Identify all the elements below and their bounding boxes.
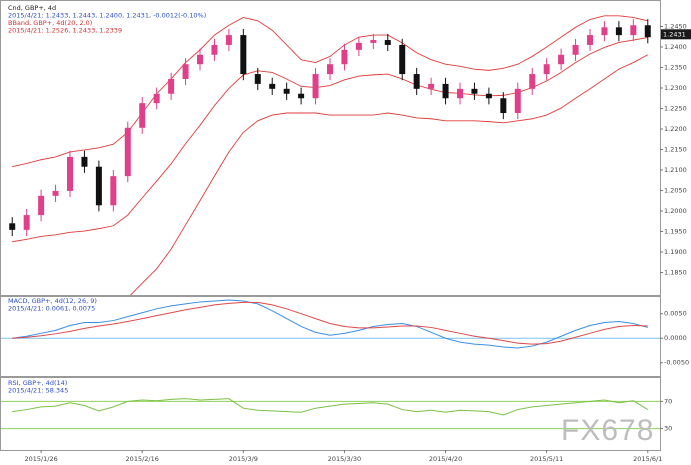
candle-body <box>399 44 406 75</box>
indicator-line <box>12 301 648 345</box>
band-upper <box>12 15 648 168</box>
y-tick-label: 0.0050 <box>664 310 687 318</box>
candle-body <box>615 27 622 36</box>
candle-body <box>153 93 160 104</box>
x-tick-label: 2015/3/30 <box>328 455 361 463</box>
candle-body <box>413 74 420 89</box>
y-tick-label: 1.2100 <box>664 166 687 174</box>
candle-body <box>341 49 348 65</box>
legend-text: 2015/4/21: 1.2526, 1.2433, 1.2339 <box>8 27 122 35</box>
candle-body <box>67 156 73 191</box>
legend-text: 2015/4/21: 0.0061, 0.0075 <box>8 305 95 313</box>
y-tick-label: 1.2000 <box>664 207 687 215</box>
candle-body <box>38 195 45 216</box>
candle-body <box>558 54 565 65</box>
candle-body <box>139 103 146 128</box>
x-tick-label: 2015/2/16 <box>126 455 159 463</box>
rsi-panel-frame <box>0 377 661 451</box>
candle-body <box>269 83 276 89</box>
y-tick-label: 1.1850 <box>664 269 687 277</box>
legend-text: 2015/4/21: 58.345 <box>8 387 68 395</box>
legend-text: Cnd, GBP+, 4d <box>8 4 56 12</box>
x-tick-label: 2015/3/9 <box>229 455 258 463</box>
candle-body <box>240 35 247 75</box>
legend-text: MACD, GBP+, 4d(12, 26, 9) <box>8 297 97 305</box>
y-tick-label: 1.1950 <box>664 228 687 236</box>
candle-body <box>514 88 521 114</box>
candle-body <box>81 156 88 167</box>
candle-body <box>168 78 175 94</box>
candle-body <box>485 93 492 99</box>
candle-body <box>298 93 305 99</box>
candle-body <box>370 40 377 43</box>
candle-body <box>529 74 536 89</box>
main-panel-frame <box>0 0 661 296</box>
band-middle <box>12 37 648 243</box>
legend-text: BBand, GBP+, 4d(20, 2.0) <box>8 19 92 27</box>
candle-body <box>601 27 608 36</box>
candle-body <box>182 64 189 79</box>
candle-body <box>471 88 478 94</box>
candle-body <box>442 83 449 99</box>
y-tick-label: 1.2200 <box>664 125 687 133</box>
y-tick-label: 1.2400 <box>664 43 687 51</box>
candle-body <box>500 98 507 114</box>
candle-body <box>197 54 203 65</box>
y-tick-label: 30 <box>664 425 672 433</box>
watermark: FX678 <box>561 414 654 447</box>
plot-layer: 1.1850 1.1900 1.1950 1.2000 1.2050 1.2100 1.21… <box>1 4 691 463</box>
y-tick-label: 1.2300 <box>664 84 687 92</box>
y-tick-label: -0.0050 <box>664 359 689 367</box>
candle-body <box>95 166 102 206</box>
candle-body <box>23 215 30 230</box>
candle-body <box>9 223 16 230</box>
x-tick-label: 2015/5/11 <box>530 455 563 463</box>
candle-body <box>327 64 333 75</box>
candle-body <box>211 44 218 55</box>
candle-body <box>312 74 319 99</box>
x-tick-label: 2015/1/26 <box>24 455 57 463</box>
y-tick-label: 1.2150 <box>664 146 687 154</box>
y-tick-label: 1.2050 <box>664 187 687 195</box>
y-tick-label: 1.1900 <box>664 248 687 256</box>
legend-text: 2015/4/21: 1.2433, 1.2443, 1.2400, 1.243… <box>8 12 206 20</box>
candle-body <box>644 25 651 38</box>
x-tick-label: 2015/6/1 <box>633 455 662 463</box>
last-price-label: 1.2431 <box>663 30 686 38</box>
candle-body <box>630 25 637 36</box>
candle-body <box>587 35 593 45</box>
candle-body <box>52 190 59 196</box>
candle-body <box>428 83 435 89</box>
y-tick-label: 1.2350 <box>664 64 687 72</box>
band-lower <box>130 54 648 295</box>
candle-body <box>225 35 232 45</box>
candle-body <box>384 40 391 45</box>
y-tick-label: 1.2450 <box>664 23 687 31</box>
candle-body <box>457 88 463 99</box>
indicator-line <box>12 398 649 416</box>
candle-body <box>110 176 117 206</box>
candle-body <box>355 42 362 50</box>
legend-text: RSI, GBP+, 4d(14) <box>8 379 67 387</box>
candle-body <box>543 64 550 75</box>
x-tick-label: 2015/4/20 <box>429 455 462 463</box>
candle-body <box>283 88 290 94</box>
candle-body <box>254 74 261 84</box>
candle-body <box>572 44 579 55</box>
y-tick-label: 0.0000 <box>664 334 687 342</box>
y-tick-label: 70 <box>664 397 672 405</box>
macd-panel-frame <box>0 296 661 377</box>
last-price-box <box>661 29 691 40</box>
candle-body <box>124 127 131 177</box>
y-tick-label: 1.2250 <box>664 105 687 113</box>
